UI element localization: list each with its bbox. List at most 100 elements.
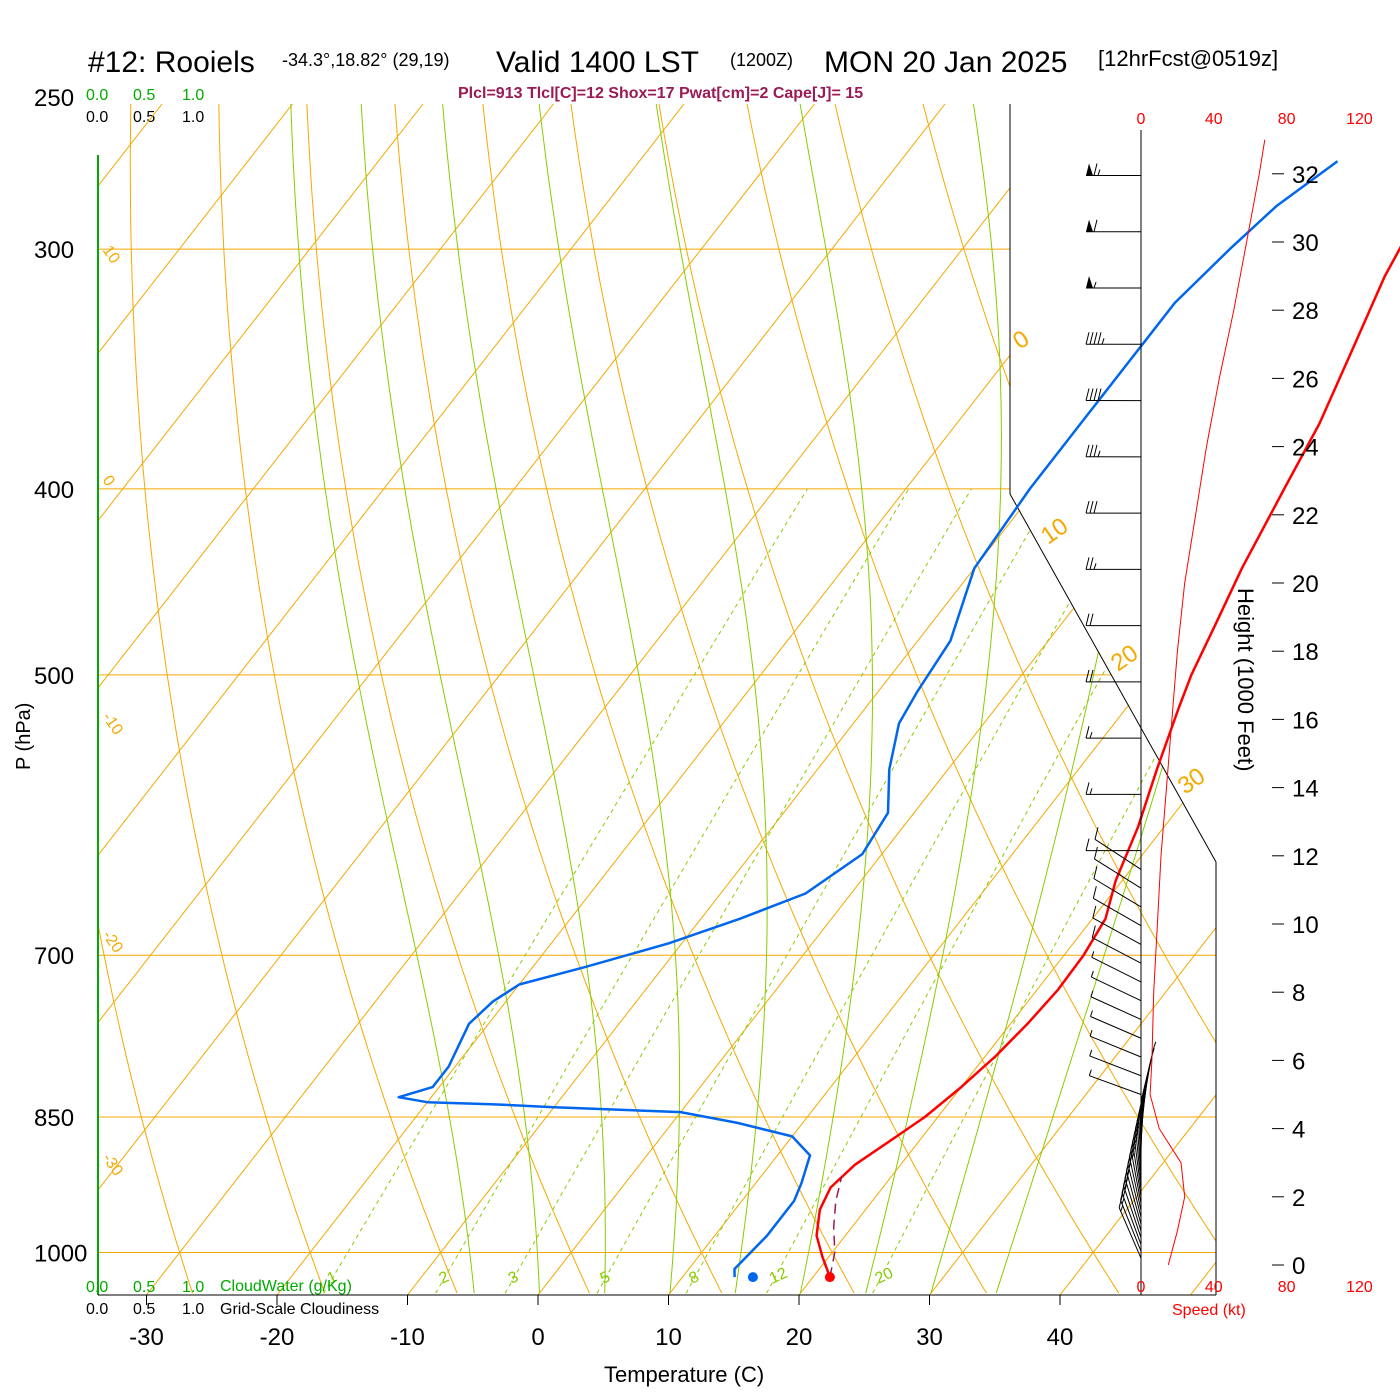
wind-barb-half-feather bbox=[1089, 788, 1093, 795]
wind-barb-feather bbox=[1093, 388, 1098, 401]
isotherm-label: 0 bbox=[1008, 325, 1034, 355]
isotherm-line bbox=[929, 104, 1216, 1295]
isotherm-line bbox=[98, 104, 946, 1295]
wind-barb-feather bbox=[1093, 332, 1098, 345]
isotherm-line bbox=[1321, 104, 1400, 1295]
isotherm-line bbox=[98, 104, 685, 1295]
temperature-surface-marker bbox=[824, 1272, 835, 1283]
mixing-ratio-label: 8 bbox=[687, 1268, 702, 1287]
sounding-stats: Plcl=913 Tlcl[C]=12 Shox=17 Pwat[cm]=2 C… bbox=[458, 85, 863, 102]
x-tick-label: -20 bbox=[260, 1324, 295, 1351]
height-tick-label: 2 bbox=[1292, 1185, 1305, 1212]
dry-adiabat-label: -10 bbox=[99, 710, 126, 739]
x-tick-label: 40 bbox=[1047, 1324, 1074, 1351]
wind-barb bbox=[1093, 897, 1142, 927]
wind-barb-feather bbox=[1085, 444, 1090, 457]
moist-adiabat-line bbox=[792, 104, 873, 1294]
cloudwater-tick-label: 0.5 bbox=[133, 1279, 155, 1296]
cloudwater-label: CloudWater (g/Kg) bbox=[220, 1278, 352, 1295]
wind-barb-half-feather bbox=[1090, 970, 1094, 978]
wind-barb-flag bbox=[1086, 163, 1094, 176]
mixing-ratio-label: 20 bbox=[873, 1265, 896, 1288]
wind-barb-half-feather bbox=[1089, 1030, 1093, 1037]
wind-barb bbox=[1124, 1178, 1142, 1232]
wind-barb-feather bbox=[1092, 886, 1097, 899]
dry-adiabat-line bbox=[1172, 104, 1216, 1294]
wind-barb-feather bbox=[1093, 163, 1098, 176]
cloudwater-tick-label: 1.0 bbox=[182, 1279, 204, 1296]
speed-tick-label: 0 bbox=[1137, 1279, 1146, 1296]
isotherm-line bbox=[1059, 104, 1216, 1295]
wind-barb-feather bbox=[1092, 905, 1097, 919]
dry-adiabat-line bbox=[98, 104, 193, 1294]
wind-barb-half-feather bbox=[1089, 731, 1093, 739]
wind-barb bbox=[1090, 1016, 1142, 1039]
wind-barb bbox=[1092, 937, 1142, 964]
height-axis-label: Height (1000 Feet) bbox=[1233, 588, 1258, 771]
wind-barb-flag bbox=[1086, 276, 1094, 289]
pressure-label: 850 bbox=[34, 1105, 74, 1132]
dry-adiabat-line bbox=[738, 104, 1216, 1294]
wind-barb-half-feather bbox=[1088, 1069, 1092, 1076]
wind-barb bbox=[1136, 1121, 1142, 1177]
isotherm-line bbox=[98, 104, 815, 1295]
height-tick-label: 12 bbox=[1292, 844, 1319, 871]
isotherm-line bbox=[98, 104, 424, 1295]
wind-barb bbox=[1130, 1149, 1142, 1204]
wind-barb bbox=[1089, 1075, 1142, 1095]
moist-adiabat-line bbox=[930, 104, 1163, 1294]
moist-adiabat-line bbox=[865, 104, 1002, 1294]
wind-barb bbox=[1133, 1135, 1142, 1191]
wind-barb bbox=[1089, 1055, 1142, 1077]
height-tick-label: 4 bbox=[1292, 1117, 1305, 1144]
wind-barb-half-feather bbox=[1101, 338, 1105, 345]
temperature-line bbox=[815, 245, 1400, 1278]
wind-barb bbox=[1090, 996, 1142, 1020]
dry-adiabat-label: 0 bbox=[99, 473, 118, 490]
wind-barb-feather bbox=[1085, 332, 1090, 345]
dry-adiabat-line bbox=[391, 104, 723, 1294]
dry-adiabat-line bbox=[129, 104, 326, 1294]
moist-adiabat-line bbox=[995, 104, 1216, 1294]
chart-valid-time: Valid 1400 LST bbox=[496, 46, 699, 79]
x-tick-label: 20 bbox=[786, 1324, 813, 1351]
mixing-ratio-label: 12 bbox=[767, 1265, 790, 1288]
wind-barb-feather bbox=[1089, 332, 1094, 345]
pressure-label: 250 bbox=[34, 85, 74, 112]
cloudiness-tick-label: 0.0 bbox=[86, 109, 108, 126]
cloudiness-tick-label: 0.0 bbox=[86, 1301, 108, 1318]
wind-barb bbox=[1091, 956, 1142, 983]
height-tick-label: 20 bbox=[1292, 571, 1319, 598]
wind-barb bbox=[1118, 1207, 1142, 1259]
x-tick-label: -10 bbox=[390, 1324, 425, 1351]
wind-barb bbox=[1094, 838, 1142, 870]
wind-barb bbox=[1125, 1170, 1142, 1225]
wind-barb-feather bbox=[1089, 669, 1094, 682]
x-tick-label: -30 bbox=[129, 1324, 164, 1351]
height-tick-label: 24 bbox=[1292, 435, 1319, 462]
wind-barb-feather bbox=[1097, 388, 1102, 401]
wind-barb-feather bbox=[1085, 726, 1090, 739]
x-tick-label: 30 bbox=[916, 1324, 943, 1351]
wind-barb-feather bbox=[1093, 500, 1098, 514]
wind-barb-feather bbox=[1093, 866, 1098, 879]
height-tick-label: 32 bbox=[1292, 162, 1319, 189]
wind-barb-feather bbox=[1085, 669, 1090, 682]
moist-adiabat-line bbox=[439, 104, 606, 1294]
wind-barb-feather bbox=[1093, 846, 1098, 860]
wind-speed-profile bbox=[1149, 139, 1266, 1266]
mixing-ratio-label: 3 bbox=[506, 1268, 521, 1287]
mixing-ratio-label: 5 bbox=[598, 1268, 613, 1287]
wind-barb-half-feather bbox=[1089, 1049, 1093, 1057]
wind-barb-half-feather bbox=[1097, 450, 1101, 457]
cloudiness-label: Grid-Scale Cloudiness bbox=[220, 1301, 379, 1318]
height-tick-label: 26 bbox=[1292, 366, 1319, 393]
wind-barb-feather bbox=[1085, 613, 1090, 626]
isotherm-line bbox=[98, 104, 163, 1295]
cloudiness-tick-label: 0.5 bbox=[133, 109, 155, 126]
mixing-ratio-line bbox=[504, 488, 972, 1294]
dry-adiabat-label: -30 bbox=[99, 1151, 126, 1180]
wind-barb-feather bbox=[1089, 388, 1094, 401]
pressure-label: 500 bbox=[34, 663, 74, 690]
